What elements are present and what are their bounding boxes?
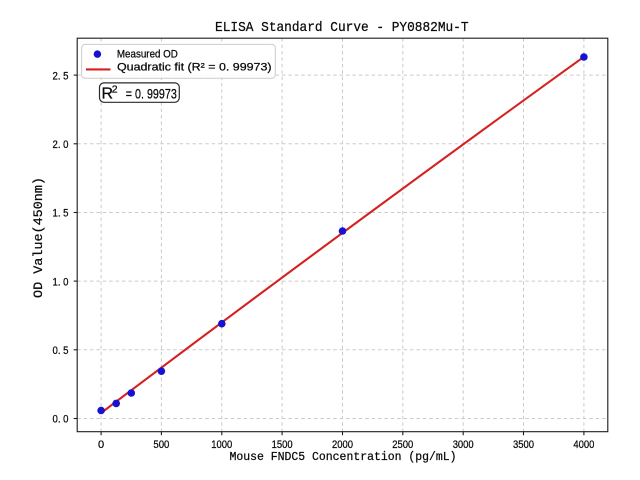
- svg-text:1500: 1500: [272, 439, 293, 451]
- svg-text:1. 5: 1. 5: [53, 208, 69, 220]
- svg-text:ELISA Standard Curve - PY0882M: ELISA Standard Curve - PY0882Mu-T: [215, 20, 469, 36]
- svg-text:2000: 2000: [332, 439, 353, 451]
- svg-text:OD Value(450nm): OD Value(450nm): [31, 177, 46, 298]
- svg-text:R: R: [102, 85, 114, 102]
- svg-text:2500: 2500: [392, 439, 413, 451]
- svg-text:0. 5: 0. 5: [53, 345, 69, 357]
- svg-text:Mouse FNDC5 Concentration (pg/: Mouse FNDC5 Concentration (pg/mL): [230, 450, 457, 464]
- svg-text:0: 0: [98, 439, 104, 451]
- svg-text:Measured OD: Measured OD: [117, 49, 178, 61]
- svg-text:0. 0: 0. 0: [53, 414, 69, 426]
- svg-text:3000: 3000: [453, 439, 474, 451]
- svg-text:2. 0: 2. 0: [53, 139, 69, 151]
- svg-text:= 0. 99973: = 0. 99973: [126, 85, 177, 101]
- svg-text:3500: 3500: [513, 439, 534, 451]
- svg-text:500: 500: [153, 439, 169, 451]
- svg-text:2: 2: [112, 83, 118, 95]
- svg-text:1000: 1000: [211, 439, 232, 451]
- svg-text:4000: 4000: [573, 439, 594, 451]
- svg-text:Quadratic fit (R² = 0. 99973): Quadratic fit (R² = 0. 99973): [117, 62, 272, 74]
- svg-text:2. 5: 2. 5: [53, 70, 69, 82]
- svg-text:1. 0: 1. 0: [53, 276, 69, 288]
